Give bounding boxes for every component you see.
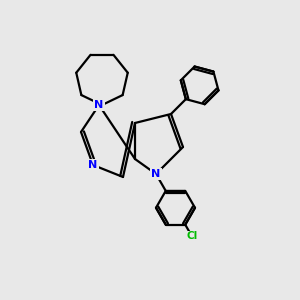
Text: N: N [88, 160, 98, 170]
Text: Cl: Cl [186, 231, 198, 242]
Text: N: N [94, 100, 103, 110]
Text: N: N [152, 169, 160, 179]
